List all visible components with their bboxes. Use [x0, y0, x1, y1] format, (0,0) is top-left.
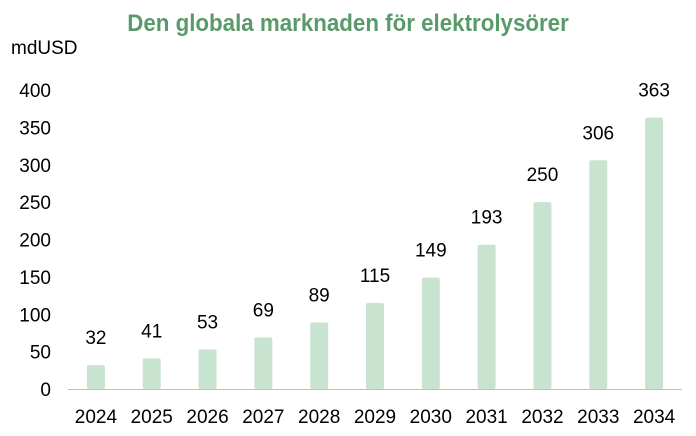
data-label: 115 [360, 266, 390, 287]
bar [366, 303, 384, 389]
y-tick-label: 50 [30, 343, 51, 364]
bar [254, 337, 273, 389]
chart-title: Den globala marknaden för elektrolysörer [127, 10, 569, 37]
y-tick-label: 350 [19, 118, 51, 139]
x-tick-label: 2025 [131, 407, 173, 428]
data-label: 41 [141, 321, 162, 342]
x-tick-label: 2031 [465, 407, 507, 428]
data-label: 149 [415, 241, 447, 262]
x-tick-label: 2024 [75, 407, 118, 428]
x-tick-label: 2029 [354, 407, 396, 428]
x-tick-label: 2026 [186, 407, 228, 428]
data-label: 306 [582, 123, 614, 144]
data-label: 53 [197, 312, 218, 333]
data-label: 193 [471, 208, 503, 229]
bar [310, 322, 329, 389]
data-label: 69 [253, 300, 274, 321]
y-tick-label: 100 [19, 305, 51, 326]
x-tick-label: 2032 [521, 407, 563, 428]
y-tick-label: 0 [40, 380, 51, 401]
data-label: 250 [527, 165, 559, 186]
x-tick-label: 2034 [633, 407, 676, 428]
data-label: 89 [309, 285, 330, 306]
bar [142, 358, 161, 389]
bar [477, 244, 496, 389]
bar [645, 117, 664, 389]
bar [421, 277, 440, 389]
y-tick-label: 300 [19, 156, 51, 177]
data-label: 32 [85, 328, 106, 349]
y-tick-label: 250 [19, 193, 51, 214]
bar [86, 365, 105, 389]
x-tick-label: 2030 [410, 407, 452, 428]
y-tick-label: 150 [19, 268, 51, 289]
x-tick-label: 2028 [298, 407, 340, 428]
y-tick-label: 400 [19, 81, 51, 102]
data-label: 363 [638, 81, 670, 102]
x-tick-label: 2033 [577, 407, 619, 428]
x-tick-label: 2027 [242, 407, 284, 428]
bar [589, 160, 608, 389]
y-tick-label: 200 [19, 231, 51, 252]
bar [198, 349, 217, 389]
y-axis-unit-label: mdUSD [11, 38, 78, 59]
bar [533, 202, 552, 389]
